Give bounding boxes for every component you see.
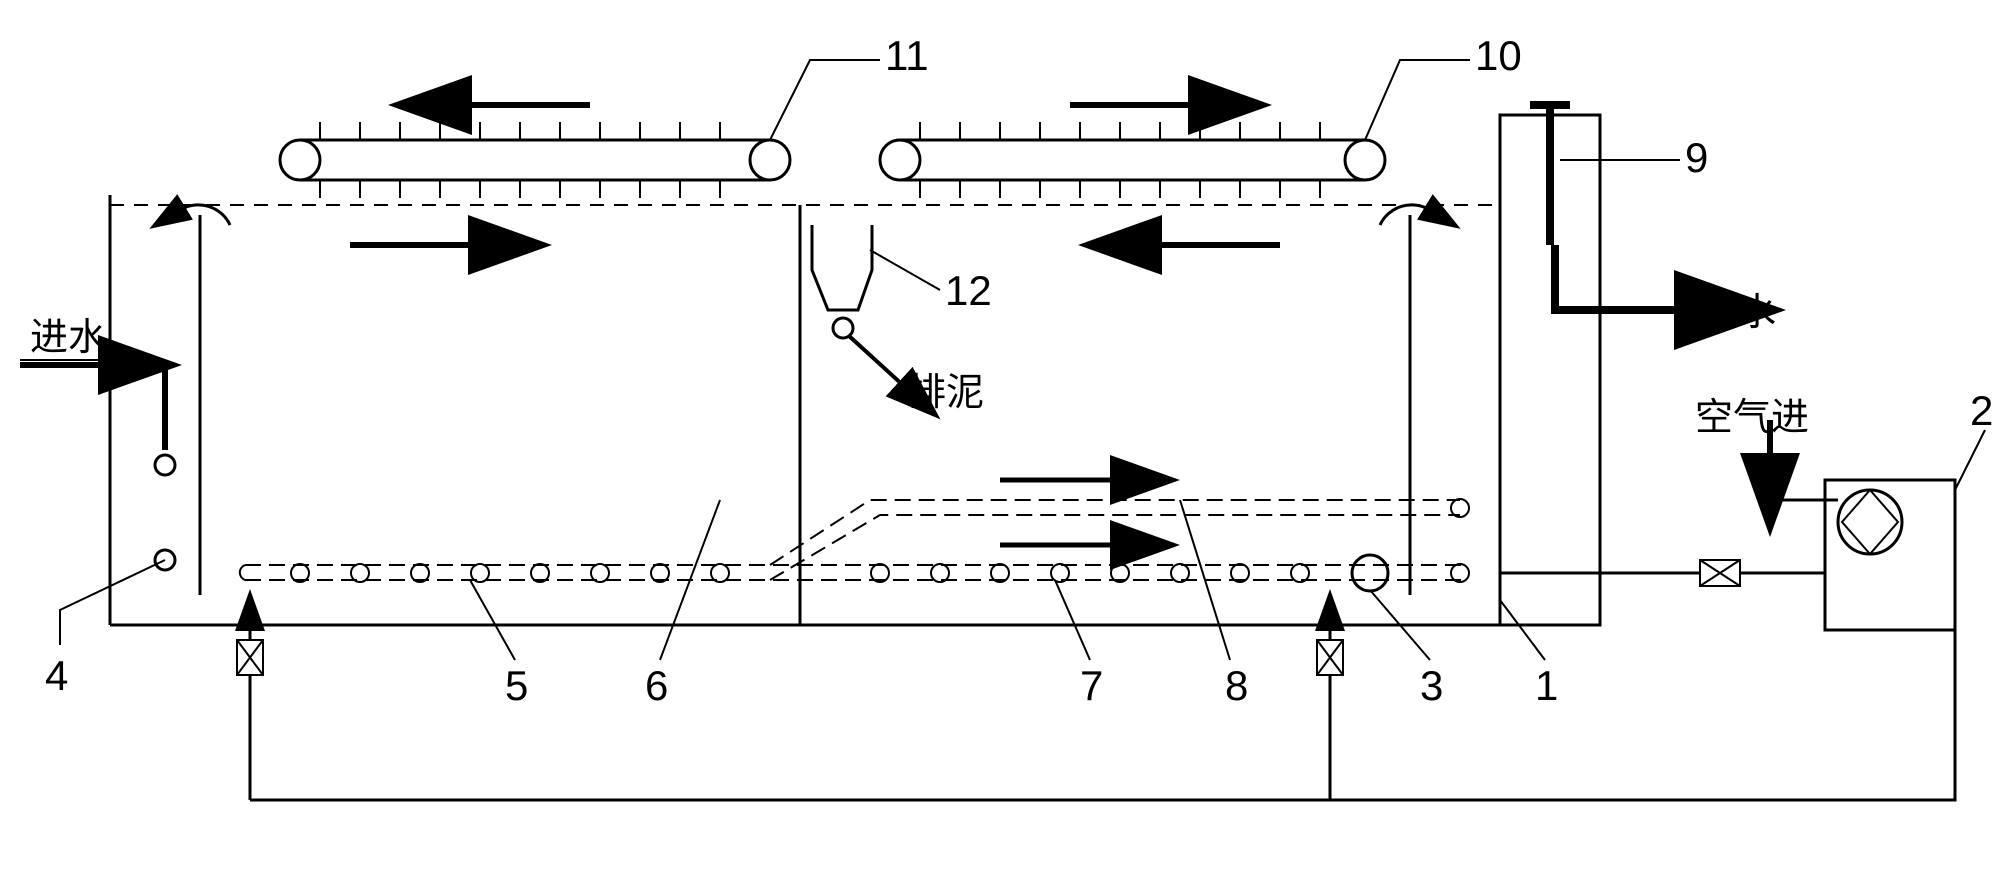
label-10: 10	[1475, 32, 1522, 79]
bottom-aeration-pipe	[240, 555, 1469, 591]
upper-right-pipe	[770, 499, 1469, 580]
diffuser-icon	[1352, 555, 1388, 591]
text-labels: 11 10 9 12 进水 出水 排泥 空气进 4 5 6 7 8 3 1 2	[20, 32, 1993, 709]
label-3: 3	[1420, 662, 1443, 709]
pipe-flow-arrows	[1000, 480, 1120, 545]
conveyor-right	[880, 122, 1385, 198]
diagram-svg: 11 10 9 12 进水 出水 排泥 空气进 4 5 6 7 8 3 1 2	[0, 0, 2004, 891]
label-9: 9	[1685, 134, 1708, 181]
roller-icon	[750, 140, 790, 180]
outlet-column	[1500, 105, 1690, 625]
label-8: 8	[1225, 662, 1248, 709]
label-inlet: 进水	[30, 317, 106, 359]
label-2: 2	[1970, 387, 1993, 434]
pump-icon	[1838, 490, 1902, 554]
label-air-in: 空气进	[1695, 397, 1809, 439]
roller-icon	[280, 140, 320, 180]
label-7: 7	[1080, 662, 1103, 709]
pump-assembly	[1770, 420, 1955, 630]
conveyor-left	[280, 122, 790, 198]
label-5: 5	[505, 662, 528, 709]
tank-outline	[110, 195, 1500, 625]
engineering-diagram: 11 10 9 12 进水 出水 排泥 空气进 4 5 6 7 8 3 1 2	[0, 0, 2004, 891]
hopper	[812, 225, 872, 338]
roller-icon	[1345, 140, 1385, 180]
inlet-port-upper	[155, 455, 175, 475]
label-sludge: 排泥	[908, 372, 984, 414]
weir-flow-arrows	[180, 205, 1430, 225]
roller-icon	[880, 140, 920, 180]
label-6: 6	[645, 662, 668, 709]
label-4: 4	[45, 652, 68, 699]
label-11: 11	[885, 32, 929, 79]
inlet-pipe	[20, 365, 165, 450]
label-12: 12	[945, 267, 992, 314]
outlet-pipe-icon	[1555, 245, 1690, 310]
label-1: 1	[1535, 662, 1558, 709]
label-outlet: 出水	[1700, 292, 1776, 334]
